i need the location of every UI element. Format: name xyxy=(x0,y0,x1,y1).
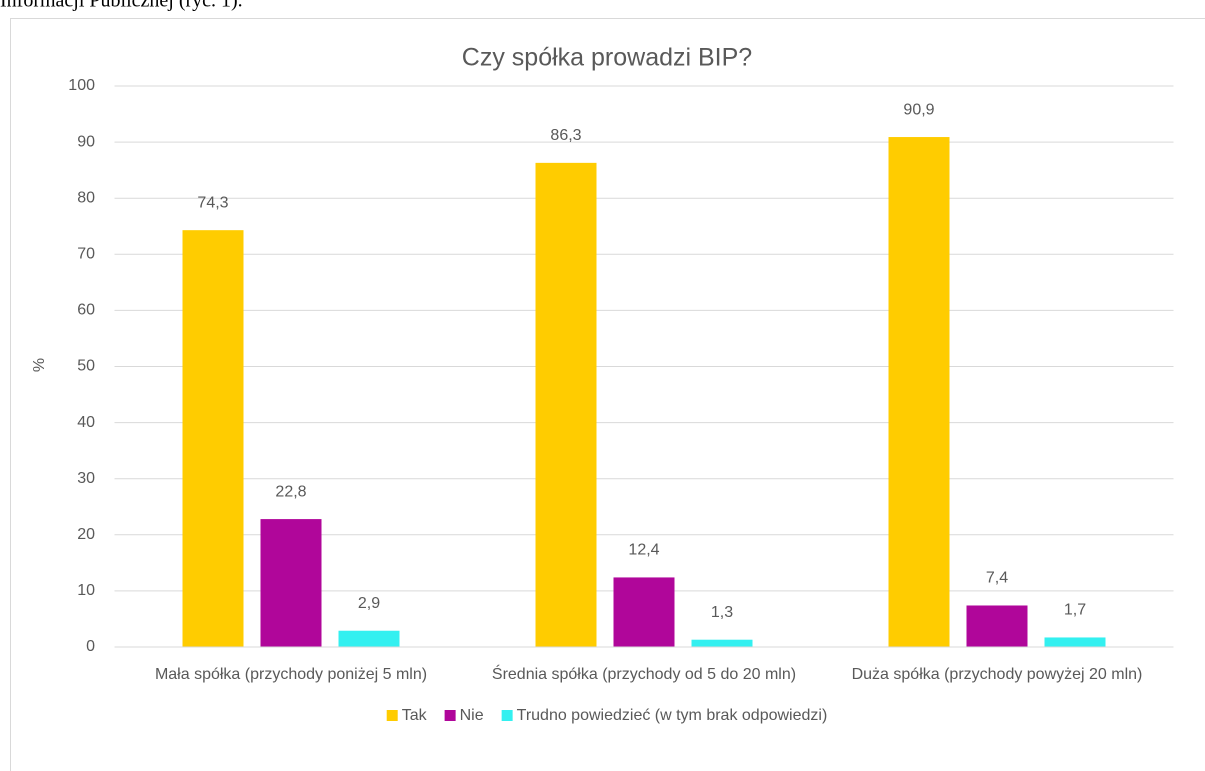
y-tick-label: 50 xyxy=(77,358,95,375)
data-label: 86,3 xyxy=(550,127,581,144)
chart-title: Czy spółka prowadzi BIP? xyxy=(462,44,752,72)
y-tick-label: 60 xyxy=(77,302,95,319)
bar xyxy=(613,577,675,647)
bar xyxy=(260,519,322,647)
bar xyxy=(338,630,400,647)
x-tick-label: Mała spółka (przychody poniżej 5 mln) xyxy=(155,666,427,683)
bar xyxy=(691,639,753,647)
y-tick-label: 90 xyxy=(77,133,95,150)
y-tick-label: 30 xyxy=(77,470,95,487)
y-axis-label: % xyxy=(31,358,48,372)
data-label: 12,4 xyxy=(628,542,659,559)
data-label: 74,3 xyxy=(197,194,228,211)
data-label: 2,9 xyxy=(358,595,380,612)
y-tick-label: 70 xyxy=(77,246,95,263)
y-tick-label: 40 xyxy=(77,414,95,431)
data-label: 90,9 xyxy=(903,101,934,118)
data-label: 1,7 xyxy=(1064,602,1086,619)
legend-label: Tak xyxy=(402,707,428,724)
bar xyxy=(182,230,244,647)
legend: Tak Nie Trudno powiedzieć (w tym brak odpo… xyxy=(386,707,828,724)
bar xyxy=(966,605,1028,647)
data-label: 1,3 xyxy=(711,604,733,621)
x-tick-label: Duża spółka (przychody powyżej 20 mln) xyxy=(852,666,1143,683)
legend-label: Nie xyxy=(460,707,484,724)
bar xyxy=(888,137,950,647)
legend-swatch xyxy=(501,710,513,721)
legend-label: Trudno powiedzieć (w tym brak odpowiedzi… xyxy=(517,707,828,724)
y-tick-label: 100 xyxy=(68,77,95,94)
bar xyxy=(1044,637,1106,647)
legend-swatch xyxy=(444,710,456,721)
y-tick-label: 10 xyxy=(77,582,95,599)
data-label: 22,8 xyxy=(275,483,306,500)
bar xyxy=(535,162,597,647)
y-tick-label: 20 xyxy=(77,526,95,543)
y-tick-label: 0 xyxy=(86,638,95,655)
x-tick-label: Średnia spółka (przychody od 5 do 20 mln… xyxy=(492,664,796,683)
data-label: 7,4 xyxy=(986,570,1008,587)
text-above: Informacji Publicznej (ryc. 1). xyxy=(0,0,243,12)
legend-swatch xyxy=(386,710,398,721)
y-tick-label: 80 xyxy=(77,189,95,206)
